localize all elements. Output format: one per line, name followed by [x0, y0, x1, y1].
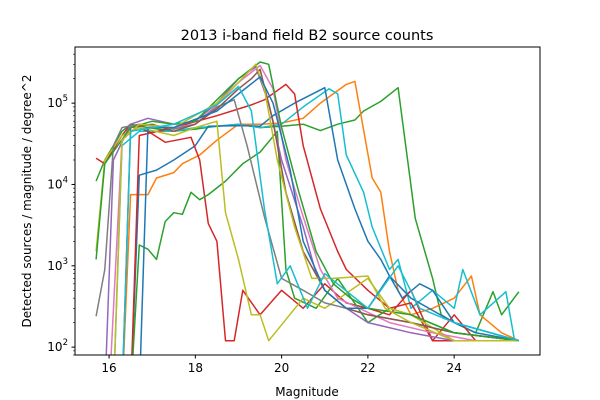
- x-axis: 16 18 20 22 24: [101, 355, 462, 375]
- series-line-6: [131, 83, 519, 355]
- series-line-16: [122, 85, 520, 355]
- series-layer: [95, 61, 520, 355]
- y-tick-label: 105: [47, 94, 68, 110]
- y-axis: 102 103 104 105: [47, 53, 75, 356]
- y-tick-label: 103: [47, 257, 68, 273]
- y-tick-label: 102: [47, 338, 68, 354]
- y-tick-label: 104: [47, 175, 68, 191]
- x-tick-label: 16: [101, 361, 116, 375]
- x-tick-label: 18: [188, 361, 203, 375]
- chart-title: 2013 i-band field B2 source counts: [181, 28, 434, 44]
- x-tick-label: 24: [447, 361, 462, 375]
- series-line-14: [113, 63, 519, 355]
- series-line-4: [131, 86, 520, 355]
- series-line-8: [95, 120, 519, 342]
- series-line-7: [132, 130, 519, 355]
- x-axis-label: Magnitude: [275, 385, 339, 399]
- series-line-10: [110, 64, 519, 355]
- y-axis-label: Detected sources / magnitude / degree^2: [20, 75, 34, 328]
- series-line-12: [122, 68, 519, 355]
- x-tick-label: 22: [360, 361, 375, 375]
- series-line-2: [122, 80, 520, 355]
- plot-frame: [74, 46, 541, 356]
- series-line-15: [139, 76, 520, 355]
- x-tick-label: 20: [274, 361, 289, 375]
